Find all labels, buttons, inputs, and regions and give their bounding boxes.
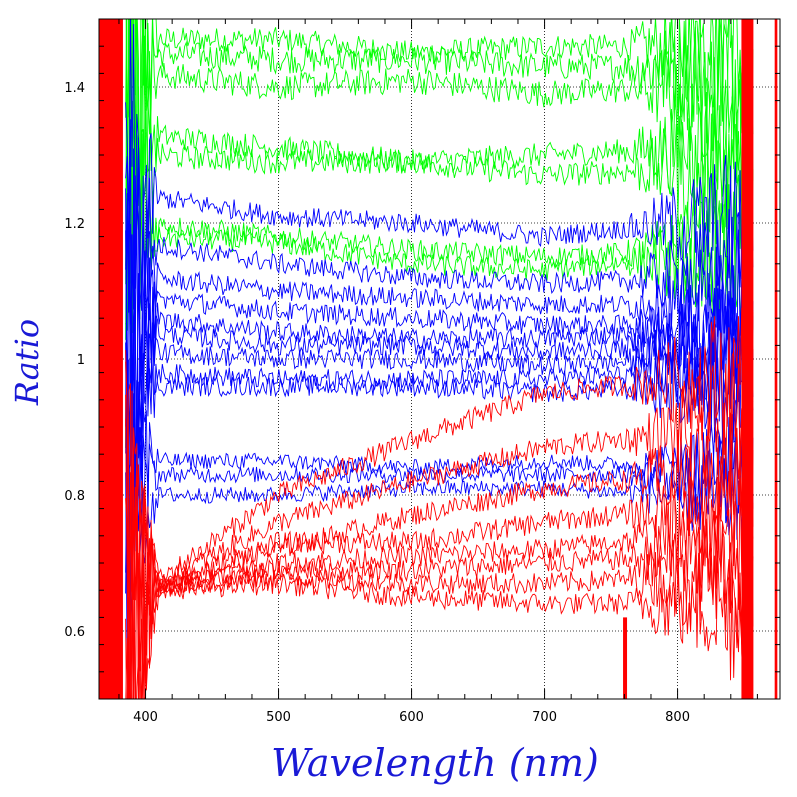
- plot-frame: [98, 18, 781, 700]
- series-layer: [99, 19, 778, 699]
- series-line: [125, 307, 754, 699]
- series-line: [125, 427, 754, 699]
- series-line: [125, 19, 754, 340]
- series-line: [125, 19, 754, 273]
- y-tick-label: 1.4: [64, 81, 85, 96]
- y-tick-label: 0.6: [64, 625, 85, 640]
- edge-band: [741, 19, 754, 699]
- series-line: [125, 19, 754, 384]
- y-tick-label: 1: [77, 353, 85, 368]
- series-line: [127, 349, 754, 699]
- x-tick-label: 500: [266, 710, 291, 725]
- series-line: [125, 350, 754, 699]
- series-line: [125, 177, 754, 573]
- series-line: [125, 198, 754, 574]
- edge-band: [99, 19, 123, 699]
- edge-band: [774, 19, 778, 699]
- series-line: [125, 100, 754, 448]
- x-tick-label: 700: [532, 710, 557, 725]
- x-tick-label: 400: [133, 710, 158, 725]
- series-line: [125, 223, 754, 594]
- series-line: [125, 19, 754, 176]
- series-line: [125, 342, 754, 637]
- series-line: [125, 103, 754, 330]
- series-line: [125, 167, 754, 483]
- y-tick-label: 0.8: [64, 489, 85, 504]
- x-tick-label: 600: [399, 710, 424, 725]
- axis-ticks: [99, 18, 780, 700]
- series-line: [125, 394, 754, 699]
- x-axis-title: Wavelength (nm): [271, 741, 599, 785]
- series-line: [125, 390, 754, 699]
- series-line: [125, 102, 754, 459]
- y-tick-label: 1.2: [64, 217, 85, 232]
- series-line: [125, 119, 754, 454]
- series-line: [125, 19, 754, 331]
- y-axis-title: Ratio: [8, 319, 46, 406]
- tick-labels: 400 500 600 700 800 0.6 0.8 1 1.2 1.4: [64, 81, 690, 725]
- x-tick-label: 800: [665, 710, 690, 725]
- series-line: [125, 19, 754, 305]
- series-line: [125, 339, 754, 554]
- series-line: [125, 446, 754, 699]
- series-line: [125, 464, 754, 699]
- edge-band: [623, 617, 628, 699]
